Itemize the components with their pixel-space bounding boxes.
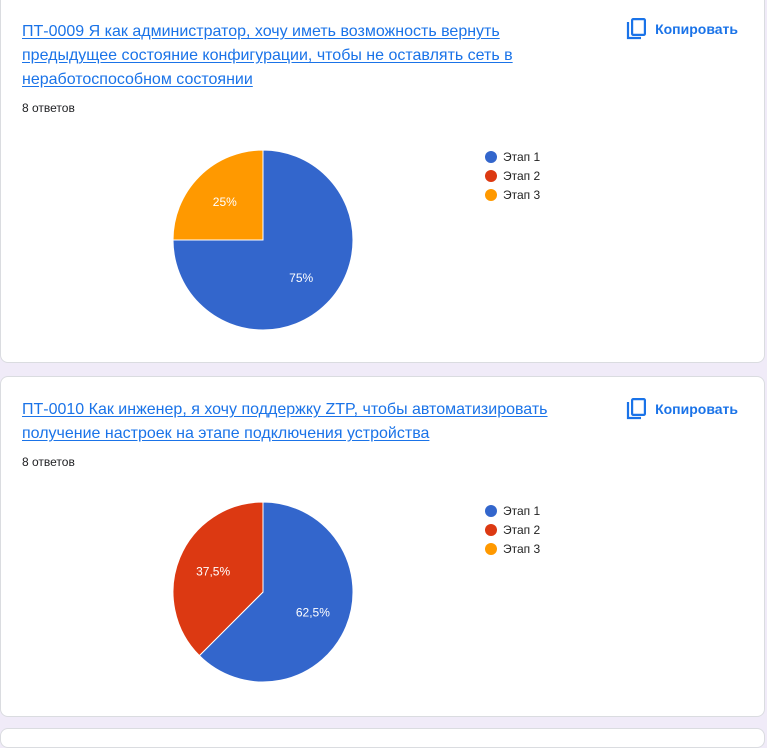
pie-data-label: 62,5% [296, 606, 330, 620]
legend-label: Этап 3 [503, 187, 541, 202]
legend-item[interactable]: Этап 2 [485, 520, 540, 539]
pie-chart: 62,5% 37,5% [172, 501, 354, 683]
question-title[interactable]: ПТ-0009 Я как администратор, хочу иметь … [22, 23, 513, 88]
legend-item[interactable]: Этап 3 [485, 539, 540, 558]
chart-legend: Этап 1 Этап 2 Этап 3 [485, 147, 540, 204]
legend-label: Этап 2 [503, 522, 541, 537]
legend-dot-icon [485, 542, 497, 555]
pie-data-label: 25% [213, 195, 237, 209]
legend-label: Этап 1 [503, 149, 541, 164]
legend-dot-icon [485, 523, 497, 536]
copy-icon [626, 397, 647, 420]
chart-legend: Этап 1 Этап 2 Этап 3 [485, 501, 540, 558]
question-title[interactable]: ПТ-0010 Как инженер, я хочу поддержку ZT… [22, 401, 548, 442]
legend-label: Этап 2 [503, 168, 541, 183]
question-card: ПТ-0010 Как инженер, я хочу поддержку ZT… [0, 376, 765, 717]
copy-icon [626, 17, 647, 40]
copy-button-label: Копировать [655, 21, 738, 37]
pie-chart: 75% 25% [172, 149, 354, 331]
pie-slice-1[interactable] [198, 501, 354, 683]
legend-label: Этап 3 [503, 541, 541, 556]
legend-label: Этап 1 [503, 503, 541, 518]
question-card: ПТ-0009 Я как администратор, хочу иметь … [0, 0, 765, 363]
pie-slice-2[interactable] [172, 501, 264, 657]
response-count: 8 ответов [22, 101, 75, 115]
pie-data-label: 37,5% [196, 564, 230, 578]
response-count: 8 ответов [22, 455, 75, 469]
legend-item[interactable]: Этап 1 [485, 501, 540, 520]
pie-slice-3[interactable] [172, 149, 264, 241]
copy-button[interactable]: Копировать [625, 397, 738, 421]
legend-item[interactable]: Этап 2 [485, 166, 540, 185]
legend-dot-icon [485, 504, 497, 517]
legend-dot-icon [485, 169, 497, 182]
legend-dot-icon [485, 150, 497, 163]
copy-button[interactable]: Копировать [625, 17, 738, 41]
copy-button-label: Копировать [655, 401, 738, 417]
question-card [0, 728, 765, 748]
legend-item[interactable]: Этап 1 [485, 147, 540, 166]
legend-item[interactable]: Этап 3 [485, 185, 540, 204]
legend-dot-icon [485, 188, 497, 201]
pie-data-label: 75% [289, 271, 313, 285]
